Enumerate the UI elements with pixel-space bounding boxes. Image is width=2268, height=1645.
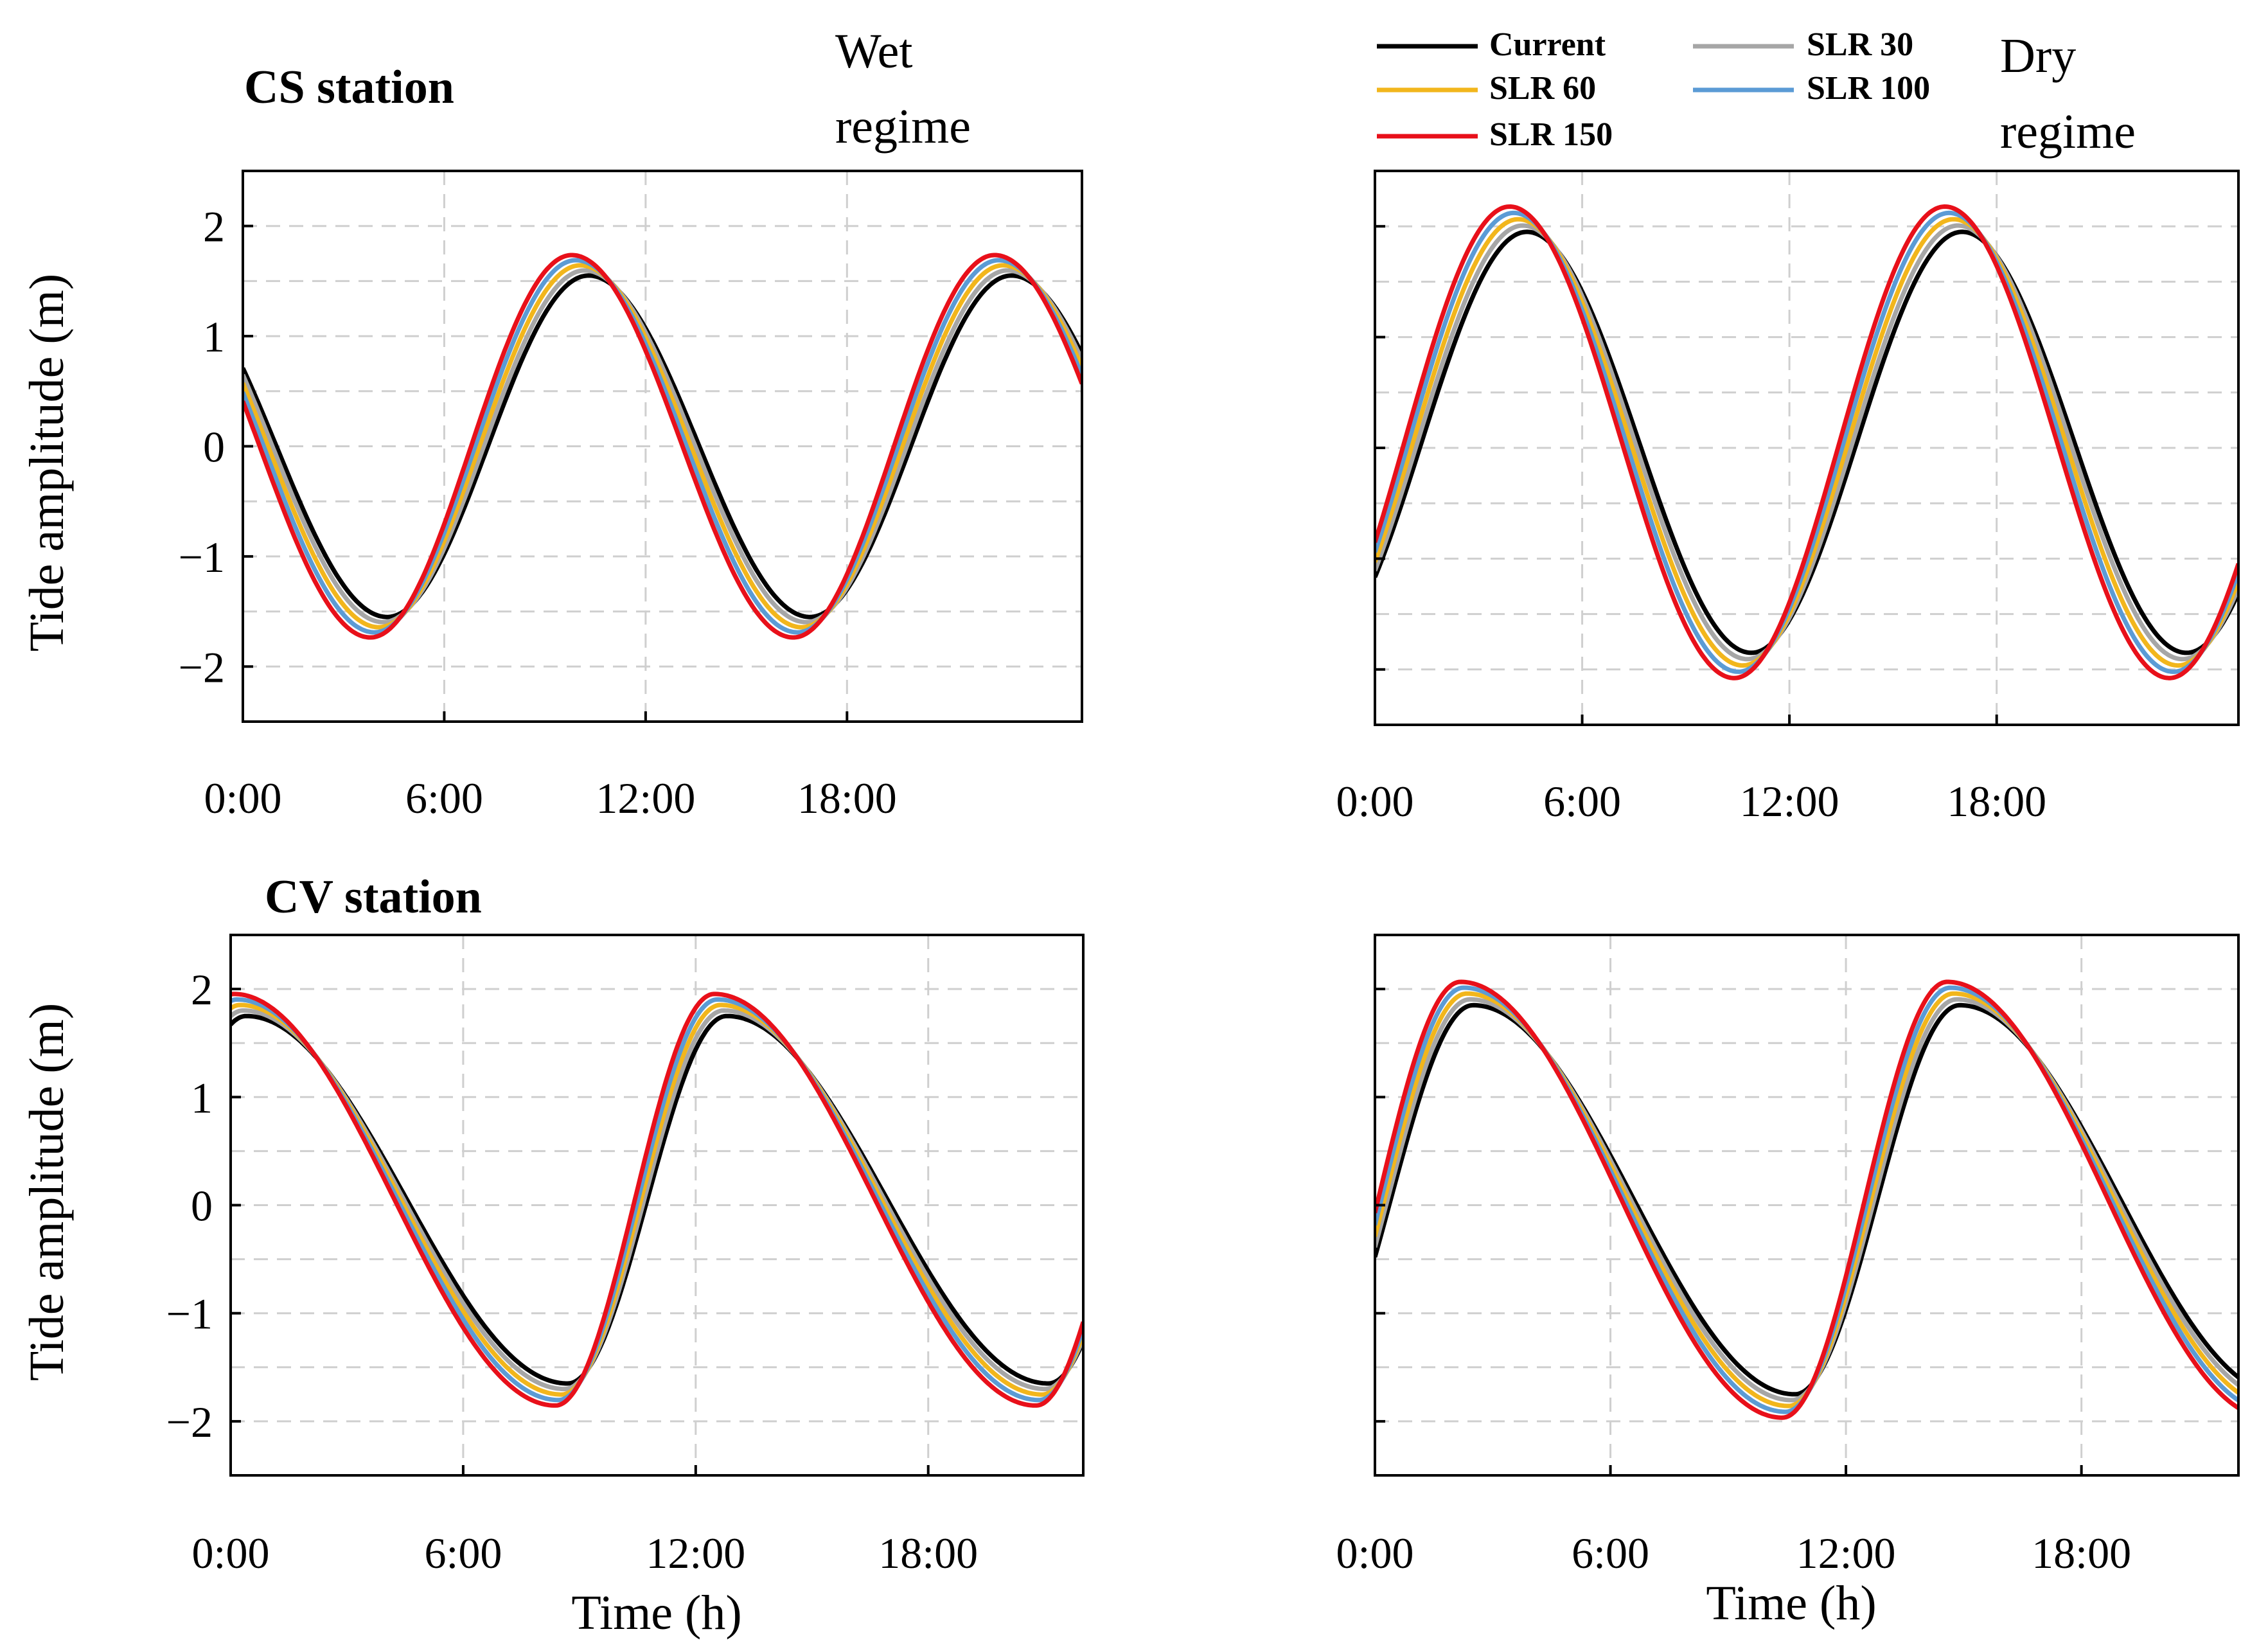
series-line-slr30 — [1375, 223, 2238, 662]
y-tick-label: −1 — [179, 533, 225, 582]
y-tick-label: 0 — [191, 1182, 213, 1231]
x-tick-label: 18:00 — [1947, 777, 2046, 826]
legend-label-slr60: SLR 60 — [1489, 70, 1596, 107]
panel-cs-wet: −2 −1 0 1 2 0:00 6:00 12:00 18:00 — [179, 170, 1083, 822]
x-tick-label: 0:00 — [1336, 1529, 1414, 1578]
x-tick-label: 18:00 — [878, 1529, 978, 1578]
y-axis-label-bottom: Tide amplitude (m) — [20, 1003, 74, 1381]
series-line-slr60 — [243, 263, 1082, 630]
y-tick-label: 0 — [203, 423, 225, 472]
x-tick-label: 0:00 — [204, 774, 282, 822]
x-tick-label: 6:00 — [424, 1529, 502, 1578]
y-tick-label: 1 — [191, 1073, 213, 1122]
series-line-slr100 — [1375, 210, 2238, 674]
cs-station-title: CS station — [244, 61, 454, 114]
wet-regime-label-line1: Wet — [835, 24, 913, 78]
wet-regime-label-line2: regime — [835, 100, 971, 154]
series-line-slr150 — [231, 991, 1083, 1408]
y-tick-label: 1 — [203, 312, 225, 361]
series-line-slr100 — [243, 258, 1082, 635]
legend-label-current: Current — [1489, 26, 1606, 63]
y-tick-label: −2 — [179, 643, 225, 691]
y-tick-label: 2 — [191, 965, 213, 1014]
x-tick-label: 12:00 — [646, 1529, 745, 1578]
series-line-slr100 — [231, 997, 1083, 1403]
x-axis-label-left: Time (h) — [571, 1586, 741, 1640]
legend-label-slr30: SLR 30 — [1807, 26, 1913, 63]
x-tick-label: 6:00 — [405, 774, 483, 822]
x-tick-label: 18:00 — [2032, 1529, 2131, 1578]
x-tick-label: 0:00 — [1336, 777, 1414, 826]
panel-cv-wet: −2 −1 0 1 2 0:00 6:00 12:00 18:00 — [166, 934, 1085, 1578]
series-line-slr150 — [1375, 204, 2238, 680]
legend-label-slr150: SLR 150 — [1489, 116, 1613, 153]
dry-regime-label-line2: regime — [2000, 105, 2136, 159]
y-tick-label: −2 — [166, 1398, 213, 1446]
dry-regime-label-line1: Dry — [2000, 29, 2076, 83]
x-tick-label: 6:00 — [1572, 1529, 1649, 1578]
y-tick-label: −1 — [166, 1290, 213, 1338]
legend: Current SLR 30 SLR 60 SLR 100 SLR 150 — [1377, 26, 1930, 153]
x-axis-label-right: Time (h) — [1706, 1576, 1876, 1630]
series-line-slr150 — [243, 253, 1082, 640]
cv-station-title: CV station — [265, 871, 482, 923]
panel-cv-dry: 0:00 6:00 12:00 18:00 — [1336, 934, 2240, 1578]
series-line-current — [243, 273, 1082, 619]
x-tick-label: 0:00 — [192, 1529, 270, 1578]
series-line-slr30 — [243, 268, 1082, 625]
y-axis-label-top: Tide amplitude (m) — [20, 274, 74, 652]
x-tick-label: 6:00 — [1543, 777, 1621, 826]
series-line-slr60 — [1375, 217, 2238, 668]
panel-cs-dry: 0:00 6:00 12:00 18:00 — [1336, 170, 2240, 826]
legend-label-slr100: SLR 100 — [1807, 70, 1930, 107]
series-line-slr150 — [1375, 979, 2238, 1420]
x-tick-label: 12:00 — [1796, 1529, 1896, 1578]
x-tick-label: 12:00 — [1740, 777, 1839, 826]
y-tick-label: 2 — [203, 202, 225, 251]
x-tick-label: 18:00 — [797, 774, 897, 822]
x-tick-label: 12:00 — [596, 774, 695, 822]
